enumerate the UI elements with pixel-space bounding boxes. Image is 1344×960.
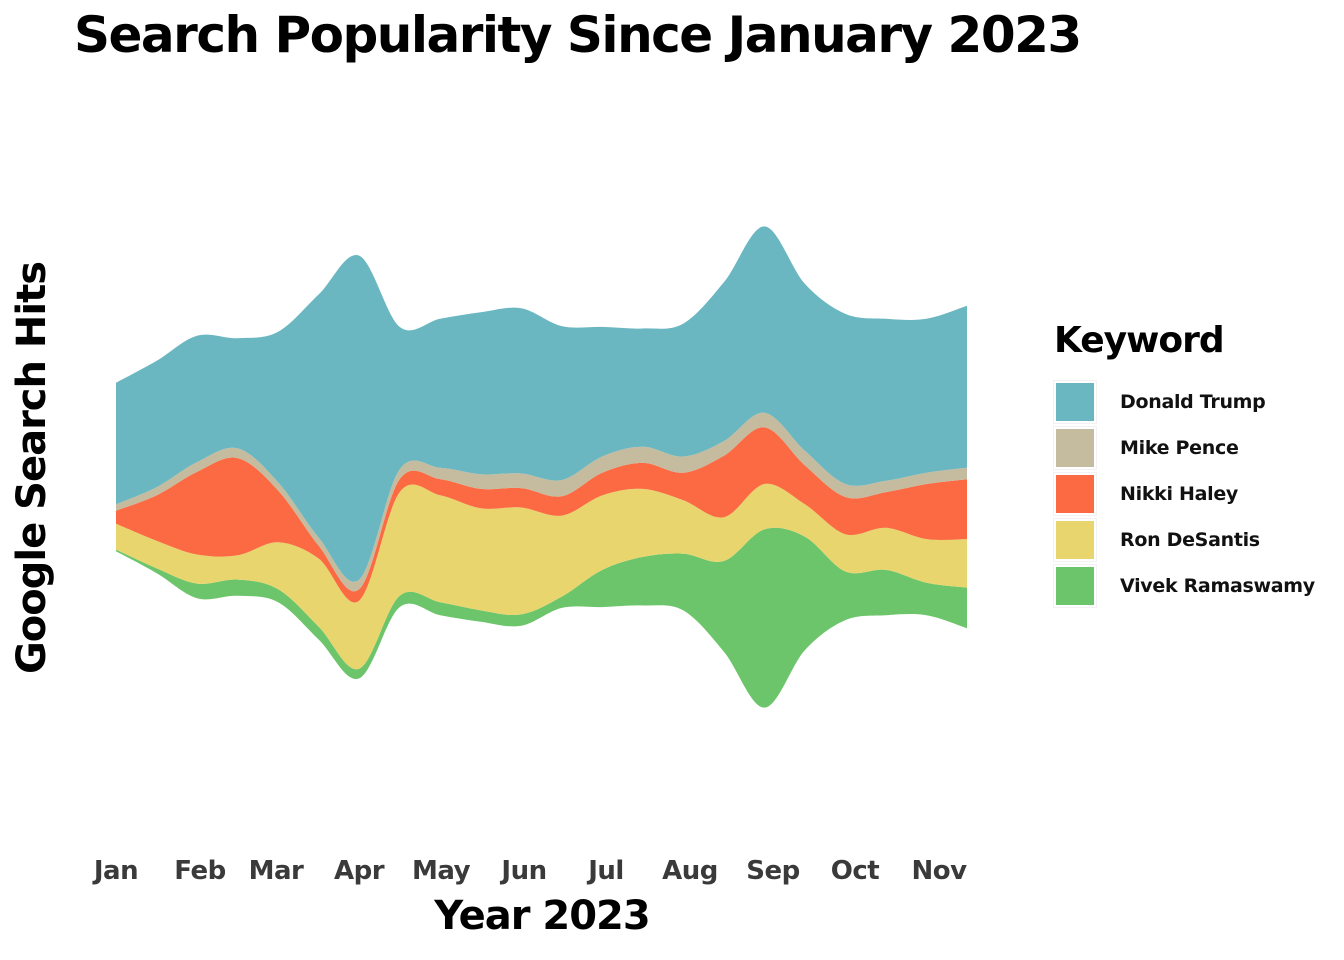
x-tick-label: Mar	[249, 856, 304, 886]
x-axis-ticks: Jan Feb Mar Apr May Jun Jul Aug Sep Oct Nov	[92, 856, 968, 886]
chart-title: Search Popularity Since January 2023	[74, 6, 1082, 64]
stream-layer-nikki-haley	[116, 427, 967, 603]
y-axis-title: Google Search Hits	[9, 261, 55, 675]
x-tick-label: Apr	[334, 856, 385, 886]
stream-layer-vivek-ramaswamy	[116, 527, 967, 708]
legend-key	[1053, 380, 1097, 424]
stream-layer-donald-trump	[116, 226, 967, 582]
x-tick-label: Sep	[746, 856, 799, 886]
x-tick-label: Nov	[911, 856, 967, 886]
x-tick-label: Jan	[92, 856, 138, 886]
legend-label: Vivek Ramaswamy	[1120, 575, 1315, 597]
legend-item: Vivek Ramaswamy	[1053, 563, 1315, 609]
legend-title: Keyword	[1054, 320, 1225, 361]
x-tick-label: Jun	[499, 856, 546, 886]
x-tick-label: Jul	[586, 856, 624, 886]
legend-item: Donald Trump	[1053, 379, 1315, 425]
x-axis-title: Year 2023	[434, 893, 650, 939]
legend: Keyword Donald Trump Mike Pence Nikki Hale…	[1053, 320, 1315, 609]
legend-key	[1053, 564, 1097, 608]
x-tick-label: Aug	[662, 856, 718, 886]
legend-label: Nikki Haley	[1120, 483, 1239, 505]
x-tick-label: Oct	[831, 856, 880, 886]
stream-layers	[116, 226, 967, 708]
legend-item: Ron DeSantis	[1053, 517, 1315, 563]
legend-label: Mike Pence	[1120, 437, 1239, 459]
legend-item: Mike Pence	[1053, 425, 1315, 471]
legend-key	[1053, 472, 1097, 516]
legend-items: Donald Trump Mike Pence Nikki Haley Ron DeS…	[1053, 379, 1315, 609]
stream-layer-ron-desantis	[116, 483, 967, 670]
legend-key	[1053, 426, 1097, 470]
legend-label: Ron DeSantis	[1120, 529, 1260, 551]
x-tick-label: May	[412, 856, 471, 886]
legend-key	[1053, 518, 1097, 562]
x-tick-label: Feb	[174, 856, 225, 886]
legend-item: Nikki Haley	[1053, 471, 1315, 517]
legend-label: Donald Trump	[1120, 391, 1266, 413]
